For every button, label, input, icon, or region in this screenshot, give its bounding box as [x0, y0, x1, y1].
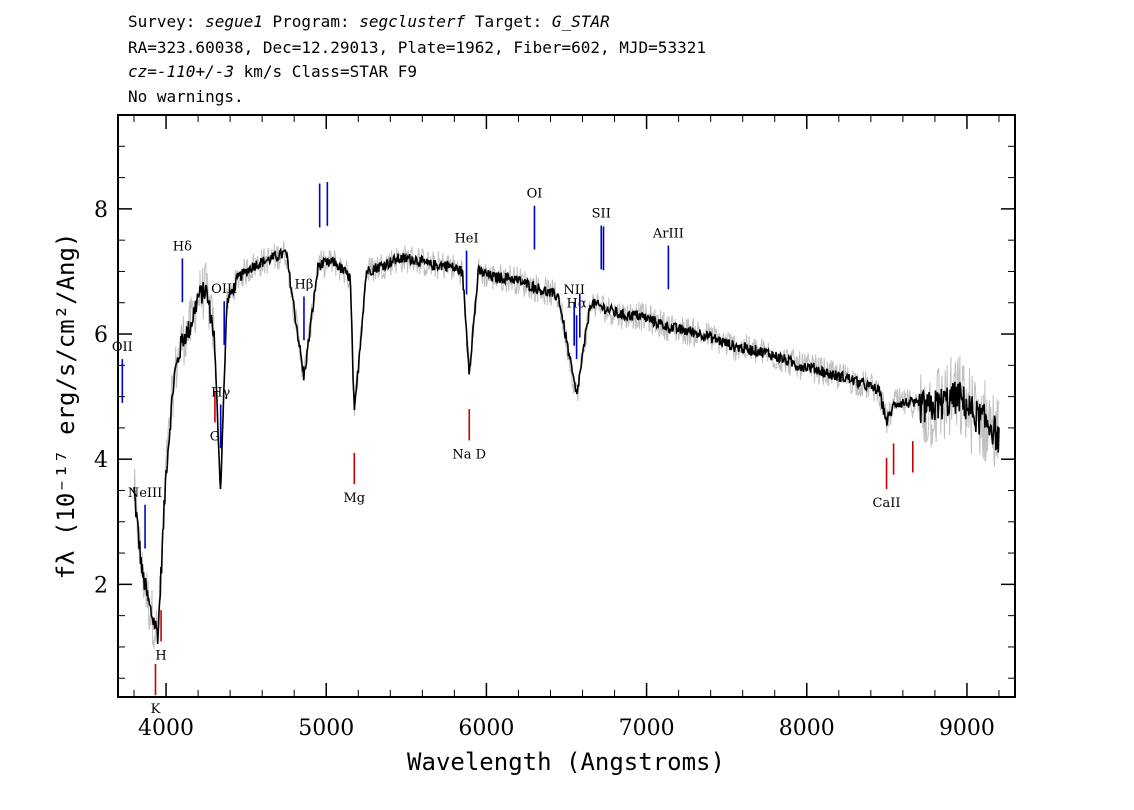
axes: 4000 5000 6000 7000 8000 9000 2 4 6 8 [94, 114, 1015, 741]
header-line-3: cz=-110+/-3 km/s Class=STAR F9 [128, 61, 417, 83]
line-label: Hγ [211, 385, 230, 400]
class-text: km/s Class=STAR F9 [243, 62, 417, 81]
line-label: NeIII [128, 486, 162, 501]
line-label: OI [527, 187, 543, 202]
plot-frame [117, 114, 1016, 698]
y-tick-label: 6 [94, 323, 108, 348]
line-label: CaII [873, 496, 901, 511]
x-tick-label: 7000 [619, 716, 675, 741]
header-line-2: RA=323.60038, Dec=12.29013, Plate=1962, … [128, 38, 706, 57]
survey-label: Survey: [128, 12, 196, 31]
line-label: SII [592, 207, 611, 222]
flux-series [133, 247, 1000, 644]
line-label: OII [112, 340, 133, 355]
y-axis-title: fλ (10⁻¹⁷ erg/s/cm²/Ang) [52, 233, 80, 580]
y-tick-label: 2 [94, 573, 108, 598]
cz-label: cz= [128, 62, 157, 81]
x-tick-label: 4000 [138, 716, 194, 741]
y-tick-label: 8 [94, 198, 108, 223]
y-tick-label: 4 [94, 448, 108, 473]
flux-series-line [133, 247, 1000, 644]
x-tick-label: 8000 [779, 716, 835, 741]
header-line-1: Survey: segue1 Program: segclusterf Targ… [128, 11, 610, 33]
line-label: K [151, 702, 161, 717]
line-label: H [155, 648, 166, 663]
warnings-text: No warnings. [128, 87, 244, 106]
line-label: HeI [454, 232, 478, 247]
target-label: Target: [474, 12, 543, 31]
line-label: OIII [211, 282, 237, 297]
error-band [133, 240, 1000, 650]
cz-value: -110+/-3 [156, 62, 234, 81]
x-tick-label: 5000 [298, 716, 354, 741]
error-series-line [133, 240, 1000, 650]
x-tick-label: 6000 [458, 716, 514, 741]
program-label: Program: [272, 12, 350, 31]
line-label: ArIII [652, 227, 684, 242]
x-tick-label: 9000 [939, 716, 995, 741]
line-label: G [210, 429, 220, 444]
line-label: Hα [567, 296, 587, 311]
line-label: Na D [452, 447, 486, 462]
program-value: segclusterf [359, 12, 466, 31]
x-axis-title: Wavelength (Angstroms) [407, 748, 725, 776]
target-value: G_STAR [551, 12, 610, 31]
line-label: Mg [343, 491, 365, 506]
survey-value: segue1 [205, 12, 263, 31]
line-label: Hδ [173, 239, 192, 254]
line-label: Hβ [295, 277, 314, 292]
